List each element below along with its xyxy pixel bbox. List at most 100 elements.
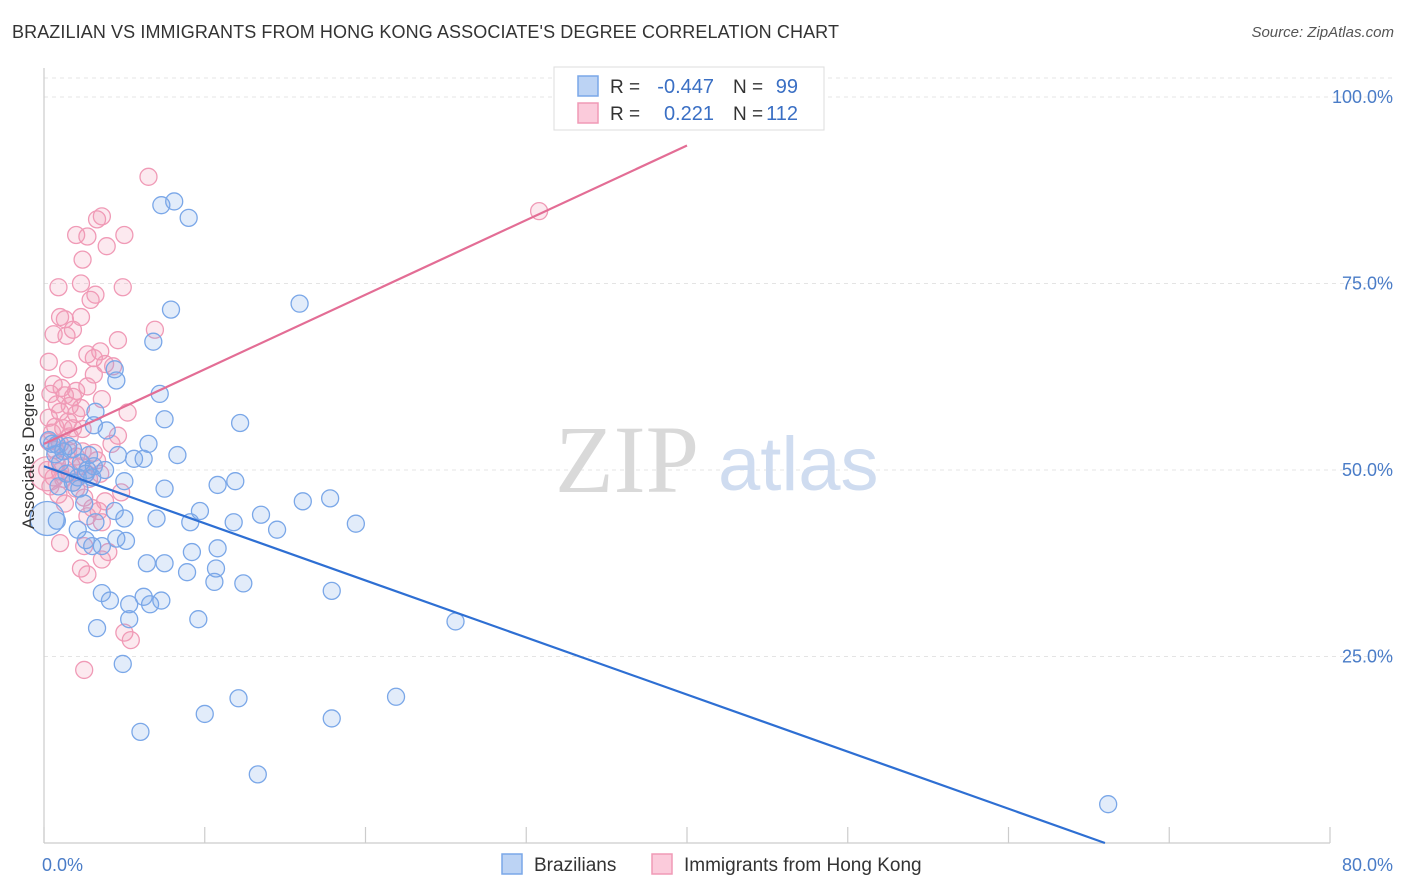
trend-line-brazilians <box>43 465 1106 845</box>
point-hongkong <box>58 360 78 379</box>
stats-box-frame <box>553 66 825 131</box>
point-brazilians <box>86 513 105 532</box>
point-hongkong <box>75 660 94 680</box>
point-brazilians <box>168 445 187 465</box>
point-brazilians <box>182 542 202 562</box>
point-brazilians <box>206 559 226 578</box>
point-hongkong <box>102 434 121 454</box>
point-brazilians <box>107 371 126 390</box>
x-tick-labels: 0.0% 80.0% <box>42 855 1393 875</box>
x-tick-marks <box>43 827 1331 843</box>
point-hongkong <box>115 623 134 642</box>
legend-label-hongkong: Immigrants from Hong Kong <box>684 855 922 876</box>
point-brazilians <box>152 591 171 610</box>
point-hongkong <box>92 550 112 569</box>
point-hongkong <box>41 384 60 404</box>
stats-r-label-brazilians: R = <box>610 77 640 98</box>
point-brazilians <box>97 421 116 440</box>
point-brazilians <box>155 410 174 429</box>
point-brazilians <box>113 654 132 674</box>
point-hongkong <box>57 326 76 345</box>
stats-swatch-brazilians <box>577 75 599 97</box>
watermark-zip: ZIP <box>555 406 699 513</box>
point-brazilians <box>195 704 214 724</box>
legend-label-brazilians: Brazilians <box>534 855 616 876</box>
point-brazilians <box>229 689 248 708</box>
point-brazilians <box>208 539 227 558</box>
point-brazilians <box>137 554 157 573</box>
stats-n-label-brazilians: N = <box>733 77 763 98</box>
point-hongkong <box>78 227 97 246</box>
point-brazilians <box>155 554 174 573</box>
point-hongkong <box>92 513 112 532</box>
point-brazilians <box>267 520 287 539</box>
point-hongkong <box>73 250 92 269</box>
point-brazilians <box>29 500 65 537</box>
point-hongkong <box>113 278 132 297</box>
point-brazilians <box>189 610 208 629</box>
point-hongkong <box>50 533 70 553</box>
point-brazilians <box>134 587 153 606</box>
x-tick-label: 80.0% <box>1342 855 1393 875</box>
point-hongkong <box>71 398 91 418</box>
legend-swatch-hongkong <box>651 853 673 875</box>
point-brazilians <box>386 687 406 706</box>
point-brazilians <box>49 477 68 496</box>
source-label: Source: ZipAtlas.com <box>1251 24 1394 41</box>
legend: Brazilians Immigrants from Hong Kong <box>501 853 922 876</box>
point-brazilians <box>322 709 341 728</box>
point-brazilians <box>290 294 309 313</box>
point-brazilians <box>75 494 94 513</box>
stats-r-value-brazilians: -0.447 <box>657 76 714 98</box>
point-brazilians <box>293 492 312 511</box>
point-brazilians <box>346 514 366 533</box>
series-brazilians-points <box>29 192 1118 814</box>
trend-lines <box>43 144 1106 845</box>
point-brazilians <box>248 765 267 784</box>
stats-n-value-brazilians: 99 <box>776 76 798 98</box>
y-axis-label: Associate's Degree <box>19 383 38 529</box>
point-brazilians <box>120 595 139 614</box>
point-hongkong <box>103 357 123 376</box>
stats-n-label-hongkong: N = <box>733 104 763 125</box>
point-brazilians <box>115 472 134 491</box>
point-hongkong <box>78 565 97 584</box>
point-hongkong <box>108 331 128 350</box>
point-hongkong <box>121 630 140 650</box>
point-brazilians <box>83 536 102 556</box>
gridlines <box>44 77 1392 657</box>
stats-swatch-hongkong <box>577 102 599 124</box>
point-brazilians <box>152 196 171 215</box>
point-brazilians <box>179 208 198 228</box>
point-hongkong <box>87 210 107 229</box>
stats-r-value-hongkong: 0.221 <box>664 103 714 125</box>
stats-n-value-hongkong: 112 <box>766 103 798 125</box>
stats-box: R = -0.447 N = 99 R = 0.221 N = 112 <box>553 66 825 131</box>
point-brazilians <box>108 445 128 465</box>
watermark: ZIP atlas <box>555 406 879 513</box>
point-brazilians <box>131 722 150 741</box>
point-hongkong <box>39 352 58 371</box>
point-hongkong <box>118 403 137 422</box>
point-brazilians <box>105 501 124 521</box>
point-brazilians <box>120 610 139 629</box>
point-brazilians <box>115 509 134 528</box>
point-hongkong <box>139 167 158 186</box>
point-hongkong <box>49 278 68 297</box>
stats-r-label-hongkong: R = <box>610 104 640 125</box>
point-brazilians <box>226 472 245 491</box>
point-hongkong <box>39 408 58 427</box>
chart-title: BRAZILIAN VS IMMIGRANTS FROM HONG KONG A… <box>12 22 840 42</box>
point-hongkong <box>112 483 131 502</box>
point-brazilians <box>47 511 67 530</box>
point-brazilians <box>100 591 120 610</box>
point-hongkong <box>92 207 112 226</box>
point-hongkong <box>115 225 134 245</box>
point-brazilians <box>107 529 126 548</box>
trend-line-hongkong <box>43 144 688 445</box>
point-brazilians <box>124 449 144 468</box>
point-hongkong <box>97 237 116 256</box>
point-brazilians <box>87 619 107 638</box>
y-tick-label: 75.0% <box>1342 274 1393 294</box>
